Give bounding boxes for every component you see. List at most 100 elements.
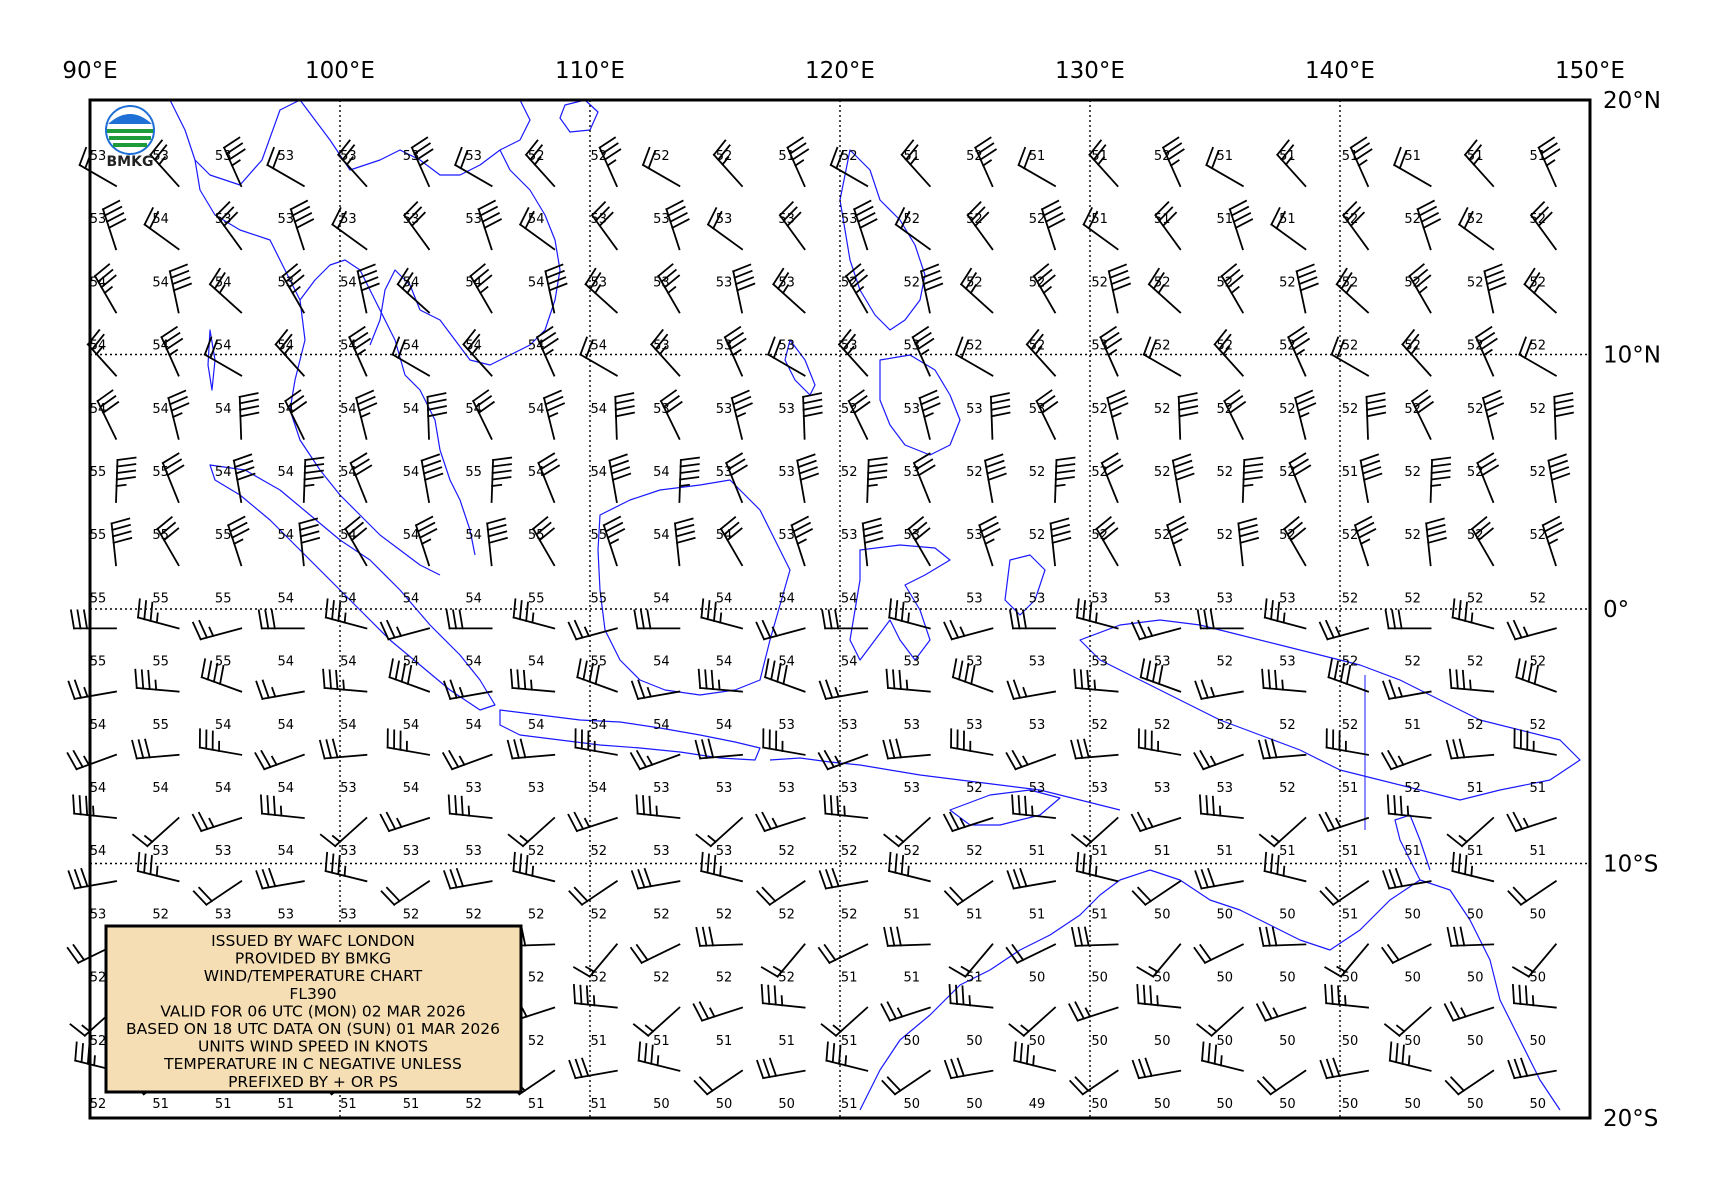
- wind-barb: [695, 816, 744, 848]
- barb-half: [1397, 755, 1405, 766]
- temperature-label: 50: [904, 1034, 921, 1049]
- barb-full: [69, 1023, 87, 1037]
- barb-full: [544, 395, 564, 406]
- barb-half: [1470, 865, 1474, 877]
- barb-full: [1296, 269, 1317, 279]
- barb-full: [1082, 206, 1093, 226]
- barb-full: [948, 966, 967, 978]
- barb-full: [695, 926, 702, 947]
- barb-full: [1459, 926, 1466, 947]
- barb-full: [1242, 469, 1263, 475]
- temperature-label: 50: [966, 1097, 983, 1112]
- temperature-label: 50: [1029, 971, 1046, 986]
- wind-barb: [302, 456, 325, 503]
- barb-full: [679, 456, 700, 462]
- barb-full: [1130, 813, 1142, 833]
- temperature-label: 53: [716, 402, 733, 417]
- wind-barb: [1068, 1069, 1119, 1096]
- barb-half: [731, 348, 742, 357]
- barb-full: [1542, 148, 1561, 161]
- barb-full: [1361, 466, 1382, 475]
- barb-full: [943, 1059, 953, 1080]
- barb-half: [1295, 348, 1306, 357]
- barb-full: [488, 536, 508, 544]
- barb-full: [149, 855, 153, 876]
- wind-barb: [853, 199, 878, 251]
- barb-full: [726, 527, 743, 542]
- temperature-label: 51: [152, 1097, 169, 1112]
- temperature-label: 54: [528, 212, 545, 227]
- wind-barb: [1408, 263, 1432, 314]
- wind-barb: [1166, 515, 1189, 567]
- barb-full: [898, 669, 902, 691]
- barb-full: [337, 139, 351, 157]
- barb-full: [1481, 389, 1501, 400]
- barb-full: [1484, 269, 1504, 279]
- barb-full: [1242, 476, 1263, 481]
- temperature-label: 50: [1091, 971, 1108, 986]
- temperature-label: 52: [778, 844, 795, 859]
- wind-barb: [1200, 1041, 1244, 1072]
- wind-barb: [1130, 811, 1182, 833]
- temperature-label: 52: [904, 275, 921, 290]
- wind-barb: [772, 267, 806, 314]
- temperature-label: 52: [1467, 275, 1484, 290]
- barb-full: [1365, 398, 1386, 405]
- barb-full: [572, 984, 576, 1005]
- wind-barb: [1142, 336, 1182, 377]
- barb-full: [831, 1043, 836, 1064]
- barb-full: [335, 669, 339, 691]
- barb-full: [755, 621, 766, 641]
- barb-half: [1458, 834, 1469, 844]
- wind-barb: [198, 728, 243, 756]
- barb-full: [112, 536, 133, 544]
- barb-full: [855, 205, 874, 217]
- barb-full: [1152, 272, 1165, 290]
- temperature-label: 52: [1342, 528, 1359, 543]
- temperature-label: 54: [278, 339, 295, 354]
- barb-full: [1461, 669, 1466, 691]
- barb-full: [1286, 521, 1304, 536]
- wind-barb: [763, 658, 806, 693]
- barb-full: [1054, 476, 1075, 481]
- temperature-label: 51: [1530, 781, 1547, 796]
- wind-barb: [590, 200, 619, 251]
- coast-sumatra: [209, 464, 496, 711]
- wind-barb: [200, 658, 243, 693]
- barb-half: [1418, 285, 1428, 295]
- barb-full: [698, 1076, 714, 1092]
- barb-full: [835, 150, 845, 170]
- wind-barb: [1193, 943, 1245, 965]
- barb-full: [1430, 476, 1451, 481]
- temperature-label: 54: [340, 591, 357, 606]
- barb-full: [1107, 395, 1127, 406]
- barb-full: [863, 530, 883, 538]
- barb-full: [443, 680, 452, 701]
- wind-barb: [298, 517, 321, 567]
- barb-full: [1142, 336, 1152, 356]
- temperature-label: 52: [778, 971, 795, 986]
- wind-barb: [1256, 1069, 1307, 1096]
- barb-half: [644, 1024, 655, 1033]
- barb-half: [1210, 686, 1216, 698]
- barb-full: [535, 325, 554, 339]
- barb-half: [356, 348, 367, 357]
- barb-half: [1054, 483, 1066, 488]
- temperature-label: 51: [1029, 907, 1046, 922]
- barb-half: [717, 679, 721, 691]
- wind-barb: [567, 811, 618, 833]
- wind-barb: [567, 619, 618, 641]
- wind-barb: [1088, 139, 1119, 188]
- barb-full: [144, 738, 151, 759]
- barb-full: [1481, 464, 1500, 477]
- barb-full: [191, 621, 202, 641]
- wind-barb: [1008, 609, 1056, 630]
- temperature-label: 55: [90, 591, 107, 606]
- latitude-label: 20°N: [1603, 88, 1661, 114]
- barb-full: [825, 1041, 829, 1062]
- wind-barb: [637, 1041, 681, 1072]
- barb-full: [486, 523, 507, 532]
- barb-full: [642, 795, 646, 816]
- temperature-label: 51: [1279, 149, 1296, 164]
